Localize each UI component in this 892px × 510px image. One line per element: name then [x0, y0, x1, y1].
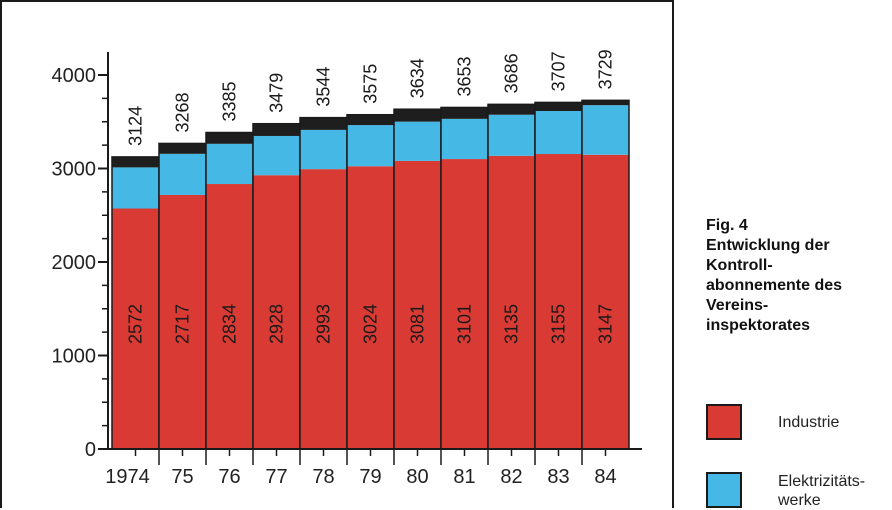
- data-label-total: 3575: [361, 64, 381, 104]
- bar-segment-elektrizitaetswerke: [488, 114, 535, 156]
- bar-segment-elektrizitaetswerke: [582, 105, 629, 155]
- data-label-industrie: 3135: [502, 304, 522, 344]
- stacked-bar-chart: 0 1000 2000 3000 4000 1974 75 76 77 78 79 80 81 82 83 8…: [52, 49, 642, 488]
- data-label-total: 3634: [408, 58, 428, 98]
- bar-segment-industrie: [159, 194, 206, 449]
- bar-segment-industrie: [206, 184, 253, 449]
- bar-segment-industrie: [394, 160, 441, 449]
- bar-segment-other: [582, 100, 629, 106]
- bar-segment-industrie: [300, 169, 347, 450]
- caption-line: Kontroll-: [706, 257, 773, 274]
- x-tick-label: 84: [594, 466, 616, 488]
- data-label-total: 3385: [220, 81, 240, 121]
- data-label-industrie: 3024: [361, 304, 381, 344]
- bar-segment-elektrizitaetswerke: [112, 167, 159, 209]
- data-label-industrie: 2572: [126, 304, 146, 344]
- bar-segment-other: [253, 123, 300, 136]
- bar-segment-elektrizitaetswerke: [535, 110, 582, 155]
- y-tick-label: 1000: [52, 346, 97, 368]
- axis-layer: [98, 52, 642, 465]
- legend-label-line: werke: [778, 492, 821, 509]
- data-label-total: 3653: [455, 56, 475, 96]
- bar-segment-industrie: [112, 208, 159, 449]
- bar-segment-other: [488, 104, 535, 115]
- bar-segment-other: [159, 143, 206, 154]
- x-tick-label: 83: [547, 466, 569, 488]
- y-tick-label: 3000: [52, 159, 97, 181]
- x-tick-label: 80: [406, 466, 428, 488]
- caption-line: abonnemente des: [706, 277, 843, 294]
- data-label-industrie: 2717: [173, 304, 193, 344]
- bar-segment-other: [535, 102, 582, 111]
- data-label-industrie: 3081: [408, 304, 428, 344]
- data-label-total: 3686: [502, 53, 522, 93]
- legend-label-elektrizitaetswerke: Elektrizitäts- werke: [778, 472, 865, 510]
- bar-segment-other: [441, 107, 488, 119]
- x-tick-label: 77: [265, 466, 287, 488]
- bar-segment-elektrizitaetswerke: [206, 143, 253, 185]
- data-label-total: 3707: [549, 51, 569, 91]
- bar-segment-elektrizitaetswerke: [441, 118, 488, 160]
- bar-segment-elektrizitaetswerke: [159, 153, 206, 195]
- legend-swatch-elektrizitaetswerke: [706, 472, 742, 508]
- x-tick-label: 76: [218, 466, 240, 488]
- figure-caption: Fig. 4 Entwicklung der Kontroll- abonnem…: [706, 216, 892, 336]
- labels-layer: 0 1000 2000 3000 4000 1974 75 76 77 78 79 80 81 82 83 8…: [52, 49, 617, 488]
- data-label-industrie: 2834: [220, 304, 240, 344]
- y-tick-label: 0: [85, 439, 96, 461]
- caption-line: inspektorates: [706, 317, 811, 334]
- bar-segment-industrie: [441, 159, 488, 449]
- bar-segment-elektrizitaetswerke: [347, 125, 394, 167]
- data-label-total: 3729: [596, 49, 616, 89]
- data-label-total: 3544: [314, 67, 334, 107]
- bar-segment-elektrizitaetswerke: [253, 135, 300, 176]
- chart-frame: 0 1000 2000 3000 4000 1974 75 76 77 78 79 80 81 82 83 8…: [0, 0, 674, 508]
- x-tick-label: 75: [171, 466, 193, 488]
- bar-segment-industrie: [535, 154, 582, 449]
- bar-segment-other: [112, 156, 159, 168]
- caption-line: Entwicklung der: [706, 237, 830, 254]
- x-tick-label: 78: [312, 466, 334, 488]
- x-tick-label: 79: [359, 466, 381, 488]
- bar-segment-other: [300, 117, 347, 130]
- caption-line: Fig. 4: [706, 217, 748, 234]
- caption-line: Vereins-: [706, 297, 769, 314]
- data-label-total: 3479: [267, 73, 287, 113]
- bars-layer: [111, 99, 630, 450]
- data-label-industrie: 3155: [549, 304, 569, 344]
- y-tick-label: 4000: [52, 65, 97, 87]
- y-tick-label: 2000: [52, 252, 97, 274]
- bar-segment-elektrizitaetswerke: [394, 121, 441, 161]
- x-tick-label: 82: [500, 466, 522, 488]
- bar-segment-other: [347, 114, 394, 126]
- bar-segment-industrie: [488, 155, 535, 449]
- legend-label-line: Elektrizitäts-: [778, 473, 866, 490]
- bar-segment-industrie: [582, 154, 629, 449]
- x-tick-label: 81: [453, 466, 475, 488]
- data-label-industrie: 3101: [455, 304, 475, 344]
- bar-segment-industrie: [347, 166, 394, 450]
- bar-segment-other: [394, 109, 441, 122]
- data-label-industrie: 2928: [267, 304, 287, 344]
- bar-segment-other: [206, 132, 253, 144]
- data-label-total: 3268: [173, 92, 193, 132]
- legend-swatch-industrie: [706, 404, 742, 440]
- bar-segment-industrie: [253, 175, 300, 449]
- data-label-industrie: 3147: [596, 304, 616, 344]
- bar-segment-elektrizitaetswerke: [300, 129, 347, 170]
- data-label-total: 3124: [126, 106, 146, 146]
- legend-label-industrie: Industrie: [778, 414, 840, 431]
- data-label-industrie: 2993: [314, 304, 334, 344]
- x-tick-label: 1974: [105, 466, 150, 488]
